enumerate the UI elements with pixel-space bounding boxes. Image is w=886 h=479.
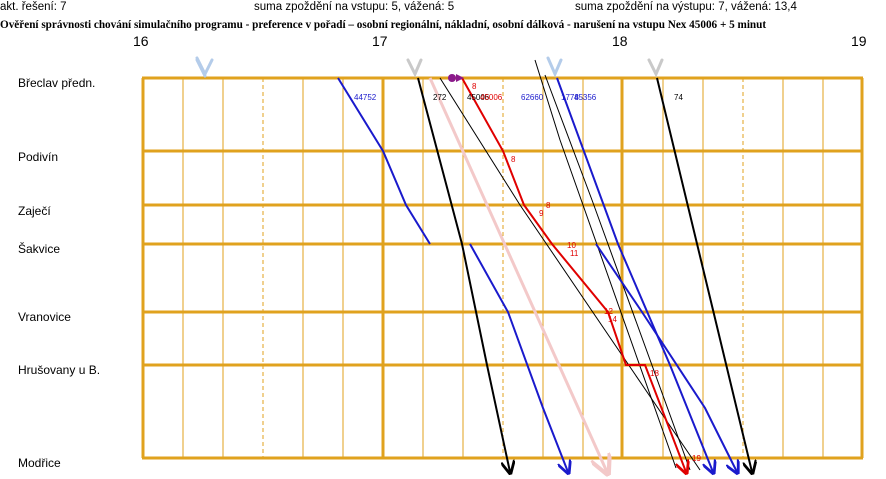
delay-label: 12 [604,307,613,316]
station-sakvice: Šakvice [18,242,61,256]
delay-output-sum: suma zpoždění na výstupu: 7, vážená: 13,… [575,1,797,13]
train-label: 45006 [480,93,503,102]
train-label: 62660 [521,93,544,102]
delay-label: 14 [608,315,617,324]
station-podivin: Podivín [18,150,59,164]
train-45006-line [461,77,686,472]
hour-label-19: 19 [851,33,867,49]
station-zajeci: Zaječí [18,204,51,218]
delay-label: 8 [511,155,516,164]
page-title: Ověření správnosti chování simulačního p… [0,19,767,31]
station-modrice: Modřice [18,456,61,470]
hour-label-17: 17 [372,33,388,49]
arrival-marker [647,58,664,78]
train-62660-line [469,243,568,472]
arrival-marker [195,58,207,78]
arrival-marker [546,56,563,78]
arrival-marker [406,58,423,78]
delay-label: 18 [650,369,659,378]
thin-train-lines [439,59,701,471]
train-label: 45356 [574,93,597,102]
train-272-line [417,77,510,472]
iteration-label: akt. řešení: 7 [0,1,67,13]
delay-label: 8 [472,82,477,91]
delay-label: 19 [692,454,701,463]
train-label: 44752 [354,93,377,102]
train-label: 45006 [467,93,490,102]
disturbance-arrow [456,74,464,82]
delay-label: 10 [567,241,576,250]
station-hrusovany: Hrušovany u B. [18,363,101,377]
train-label: 1778 [561,93,579,102]
delay-label: 8 [546,201,551,210]
hour-label-18: 18 [612,33,628,49]
regional-train-lines [337,77,737,472]
delay-label: 11 [570,249,579,258]
station-vranovice: Vranovice [18,310,71,324]
train-44752-line [337,77,431,245]
disturbance-marker [448,74,456,82]
delay-label: 9 [539,209,544,218]
station-breclav: Břeclav předn. [18,76,96,90]
train-74-line [656,77,752,472]
hour-label-16: 16 [133,33,149,49]
grid [141,76,864,460]
train-45356-line [556,77,713,472]
long-distance-train-lines [417,77,752,472]
train-label: 74 [674,93,683,102]
arrival-markers [195,56,664,78]
ghost-train-line [428,77,607,472]
delay-input-sum: suma zpoždění na vstupu: 5, vážená: 5 [254,1,455,13]
train-label: 272 [433,93,447,102]
